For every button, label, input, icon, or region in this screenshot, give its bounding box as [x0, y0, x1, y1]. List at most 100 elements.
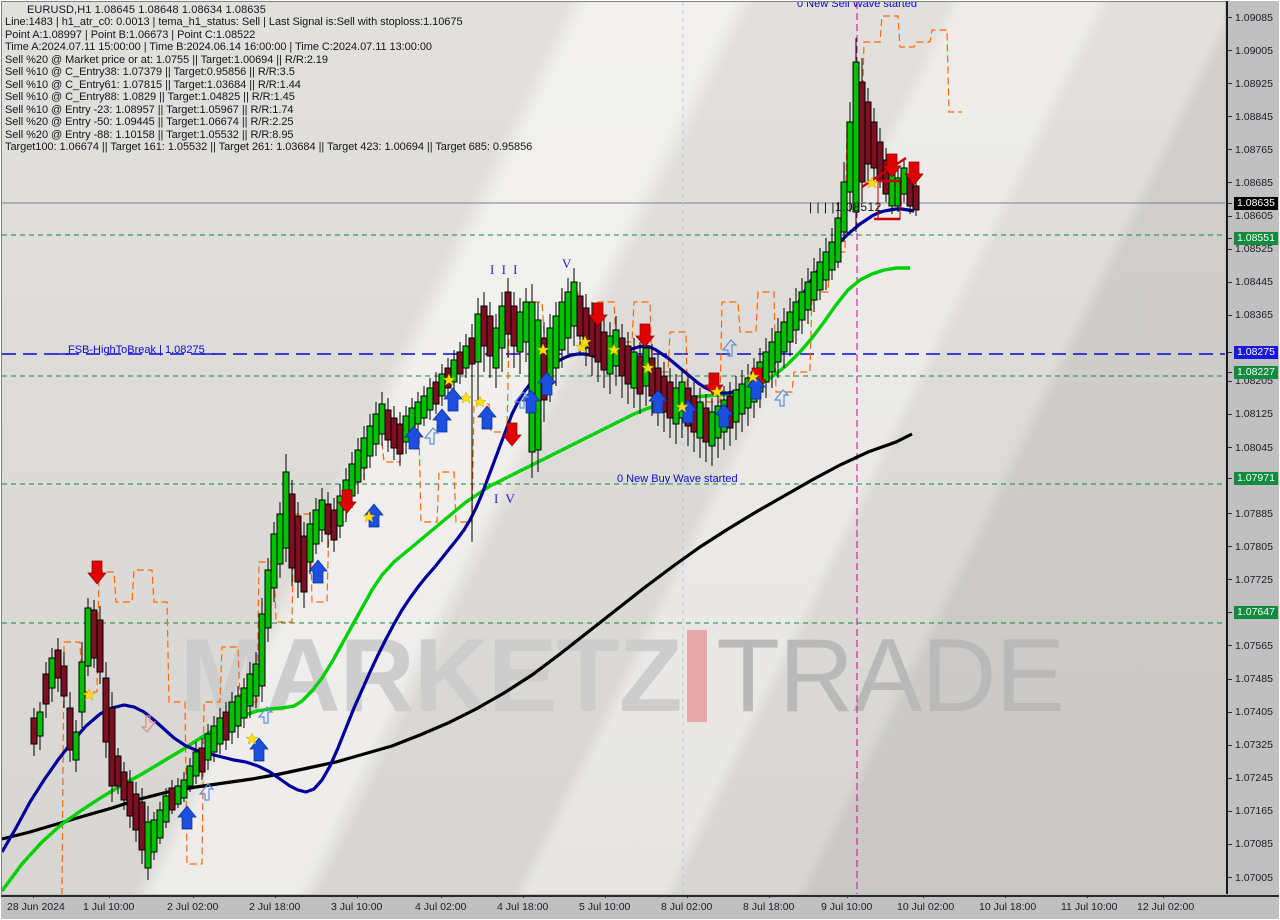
- info-row-2: Time A:2024.07.11 15:00:00 | Time B:2024…: [5, 41, 432, 54]
- time-tick-mark: [1163, 895, 1164, 898]
- symbol-ohlc-line: EURUSD,H1 1.08645 1.08648 1.08634 1.0863…: [27, 4, 266, 16]
- time-tick-mark: [441, 895, 442, 898]
- time-tick-mark: [109, 895, 110, 898]
- price-tick-label: 1.07485: [1235, 673, 1273, 685]
- price-tick: 1.09085: [1228, 12, 1273, 24]
- price-tick-dash: [1228, 380, 1232, 382]
- price-scale[interactable]: 1.09085 1.09005 1.08925 1.08845 1.08765 1.086…: [1226, 1, 1280, 894]
- time-tick-label: 12 Jul 02:00: [1137, 901, 1195, 913]
- price-tick-label: 1.07325: [1235, 739, 1273, 752]
- price-tick: 1.07725: [1228, 574, 1273, 586]
- price-tick-dash: [1228, 314, 1232, 316]
- price-tick: 1.07405: [1228, 706, 1273, 718]
- price-tick-label: 1.07725: [1235, 573, 1273, 586]
- price-tick-dash: [1228, 611, 1232, 613]
- price-tick: 1.07565: [1228, 640, 1273, 652]
- time-tick-label: 10 Jul 02:00: [897, 901, 955, 913]
- price-tick: 1.07885: [1228, 508, 1273, 520]
- annotation-fsb-high-to-break: FSB-HighToBreak | 1.08275: [68, 344, 205, 356]
- price-tick-dash: [1228, 17, 1232, 18]
- price-tick-highlight: 1.08551: [1228, 231, 1278, 245]
- price-tick-label: 1.07405: [1235, 706, 1273, 719]
- price-tick-label: 1.08365: [1235, 309, 1273, 322]
- time-tick-label: 8 Jul 02:00: [661, 901, 713, 913]
- time-tick-mark: [193, 895, 194, 898]
- price-tick-dash: [1228, 645, 1232, 647]
- time-tick-mark: [1087, 895, 1088, 898]
- time-tick-label: 9 Jul 10:00: [821, 901, 873, 913]
- time-tick-mark: [357, 895, 358, 898]
- time-tick-mark: [769, 895, 770, 898]
- time-tick-mark: [923, 895, 924, 898]
- price-tick-label: 1.08227: [1234, 365, 1278, 379]
- price-tick-dash: [1228, 50, 1232, 52]
- price-tick-highlight: 1.07971: [1228, 471, 1278, 485]
- info-row-4: Sell %10 @ C_Entry38: 1.07379 || Target:…: [5, 66, 295, 79]
- price-tick-dash: [1228, 777, 1232, 779]
- price-tick-label: 1.07805: [1235, 540, 1273, 553]
- price-tick-label: 1.09005: [1235, 44, 1273, 57]
- price-tick-highlight: 1.08227: [1228, 365, 1278, 379]
- price-tick-dash: [1228, 477, 1232, 479]
- price-tick: 1.09005: [1228, 45, 1273, 57]
- price-tick: 1.08125: [1228, 408, 1273, 420]
- annotation-wave-3: I I I: [490, 262, 520, 277]
- time-tick-label: 2 Jul 02:00: [167, 901, 219, 913]
- buy-arrow: [443, 387, 463, 412]
- price-tick-highlight: 1.08635: [1228, 197, 1278, 211]
- chart-info-overlay: EURUSD,H1 1.08645 1.08648 1.08634 1.0863…: [5, 4, 532, 153]
- time-tick-mark: [847, 895, 848, 898]
- price-tick-dash: [1228, 237, 1232, 239]
- time-tick-label: 5 Jul 10:00: [579, 901, 631, 913]
- time-tick-mark: [275, 895, 276, 898]
- price-tick: 1.08685: [1228, 177, 1273, 189]
- price-tick-label: 1.08125: [1235, 408, 1273, 421]
- time-tick-label: 8 Jul 18:00: [743, 901, 795, 913]
- time-tick-mark: [605, 895, 606, 898]
- price-tick-label: 1.08445: [1235, 276, 1273, 289]
- price-tick: 1.07165: [1228, 805, 1273, 817]
- price-tick-label: 1.08551: [1234, 231, 1278, 245]
- time-tick-label: 4 Jul 18:00: [497, 901, 549, 913]
- time-scale[interactable]: 28 Jun 2024 1 Jul 10:00 2 Jul 02:00 2 Jul 1…: [1, 895, 1280, 920]
- price-tick-dash: [1228, 413, 1232, 415]
- price-tick: 1.08845: [1228, 111, 1273, 123]
- time-tick-label: 3 Jul 10:00: [331, 901, 383, 913]
- annotation-wave-4: I V: [494, 491, 517, 506]
- price-tick: 1.08605: [1228, 210, 1273, 222]
- price-tick-label: 1.07005: [1235, 871, 1273, 884]
- price-tick-label: 1.07085: [1235, 838, 1273, 851]
- buy-arrow: [477, 405, 497, 430]
- price-tick-label: 1.08635: [1234, 197, 1278, 211]
- price-tick-label: 1.07885: [1235, 507, 1273, 520]
- time-tick-mark: [523, 895, 524, 898]
- annotation-new-sell-wave: 0 New Sell Wave started: [797, 1, 918, 10]
- price-tick: 1.08765: [1228, 144, 1273, 156]
- info-row-6: Sell %10 @ C_Entry88: 1.0829 || Target:1…: [5, 91, 295, 104]
- price-tick-dash: [1228, 83, 1232, 85]
- star-marker: [473, 395, 487, 408]
- price-tick: 1.08045: [1228, 442, 1273, 454]
- price-tick: 1.07805: [1228, 541, 1273, 553]
- info-row-3: Sell %20 @ Market price or at: 1.0755 ||…: [5, 53, 328, 66]
- price-tick-dash: [1228, 182, 1232, 184]
- price-tick-dash: [1228, 371, 1232, 373]
- price-tick: 1.07485: [1228, 673, 1273, 685]
- hollow-up-arrow: [424, 427, 439, 445]
- price-tick-label: 1.09085: [1235, 11, 1273, 24]
- time-tick-label: 1 Jul 10:00: [83, 901, 135, 913]
- info-row-1: Point A:1.08997 | Point B:1.06673 | Poin…: [5, 28, 256, 41]
- price-tick-dash: [1228, 447, 1232, 448]
- price-tick-label: 1.08275: [1234, 345, 1278, 359]
- price-tick-label: 1.08925: [1235, 77, 1273, 90]
- time-tick-label: 4 Jul 02:00: [415, 901, 467, 913]
- star-marker: [459, 391, 473, 404]
- time-tick-label: 10 Jul 18:00: [979, 901, 1037, 913]
- price-tick: 1.07085: [1228, 838, 1273, 850]
- info-row-8: Sell %20 @ Entry -50: 1.09445 || Target:…: [5, 116, 294, 129]
- price-tick: 1.07325: [1228, 739, 1273, 751]
- annotation-wave-5: V: [562, 256, 574, 271]
- price-tick-label: 1.07245: [1235, 772, 1273, 785]
- sell-arrow: [87, 560, 107, 585]
- price-tick: 1.07005: [1228, 872, 1273, 884]
